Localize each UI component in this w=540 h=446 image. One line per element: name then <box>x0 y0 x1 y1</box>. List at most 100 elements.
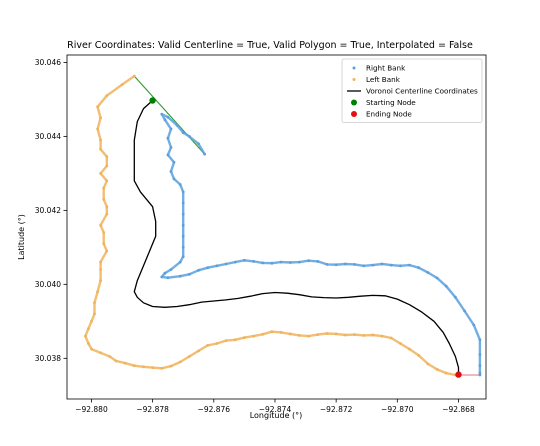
right-bank-point <box>197 268 200 272</box>
left-bank-point <box>102 242 106 246</box>
x-tick-label: −92.870 <box>381 405 414 414</box>
legend: Right Bank Left Bank Voronoi Centerline Co… <box>341 58 483 123</box>
right-bank-point <box>478 338 482 342</box>
left-bank-point <box>132 364 136 368</box>
left-bank-point <box>99 116 102 120</box>
right-bank-point <box>325 263 329 266</box>
left-bank-point <box>169 364 173 368</box>
boundary-segments-line <box>133 75 206 155</box>
right-bank-point <box>169 170 173 173</box>
left-bank-point <box>102 186 106 190</box>
left-bank-point <box>96 290 99 294</box>
left-bank-point <box>142 365 145 369</box>
y-ticks: 30.038 30.040 30.042 30.044 30.046 <box>35 58 67 363</box>
left-bank-point <box>96 105 99 109</box>
chart-title: River Coordinates: Valid Centerline = Tr… <box>67 40 473 51</box>
x-axis-label: Longitude (°) <box>250 411 303 420</box>
right-bank-point <box>160 275 164 279</box>
left-bank-point <box>105 179 109 183</box>
left-bank-point <box>87 342 90 345</box>
right-bank-point <box>206 266 210 270</box>
left-bank-point <box>160 366 164 370</box>
plot-frame <box>66 54 487 400</box>
right-bank-point <box>169 146 173 149</box>
right-bank-point <box>187 272 191 276</box>
right-bank-point <box>307 259 310 263</box>
right-bank-point <box>166 276 170 280</box>
right-bank-point <box>252 260 256 263</box>
left-bank-point <box>105 94 109 98</box>
voronoi-centerline-coordinates-line <box>133 100 460 375</box>
right-bank-point <box>181 245 185 249</box>
left-bank-point <box>279 331 283 334</box>
x-tick-label: −92.880 <box>75 405 108 414</box>
right-bank-point <box>463 309 466 313</box>
right-bank-point <box>163 118 167 122</box>
left-bank-point <box>96 127 99 131</box>
right-bank-point <box>181 223 185 227</box>
right-bank-point <box>399 264 402 268</box>
right-bank-point <box>169 268 173 271</box>
x-ticks: −92.880 −92.878 −92.876 −92.874 −92.872 −92.8… <box>75 399 475 414</box>
left-bank-point <box>316 333 320 336</box>
left-bank-point <box>435 368 439 371</box>
right-bank-point <box>203 152 207 156</box>
left-bank-point <box>233 338 237 342</box>
left-bank-point <box>399 342 402 345</box>
left-bank-point <box>99 172 102 175</box>
right-bank-point <box>181 131 185 135</box>
left-bank-point <box>99 260 102 264</box>
right-bank-point <box>178 274 182 278</box>
right-bank-point <box>187 135 191 138</box>
legend-label-left-bank: Left Bank <box>366 75 401 84</box>
right-bank-point <box>362 264 366 268</box>
left-bank-point <box>99 268 102 271</box>
x-tick-label: −92.876 <box>198 405 231 414</box>
right-bank-point <box>426 271 430 274</box>
left-bank-point <box>105 249 109 253</box>
left-bank-point <box>105 212 109 216</box>
right-bank-point <box>478 353 482 356</box>
legend-swatch-right-bank <box>352 66 356 70</box>
left-bank-point <box>325 332 329 335</box>
data-layer <box>84 74 482 378</box>
left-bank-point <box>224 339 228 342</box>
y-tick-label: 30.038 <box>35 354 61 363</box>
right-bank-point <box>233 260 237 264</box>
left-bank-point <box>371 333 375 337</box>
right-bank-point <box>166 136 170 140</box>
right-bank-point <box>163 271 167 275</box>
right-bank-point <box>181 234 185 238</box>
left-bank-point <box>197 349 200 353</box>
right-bank-point <box>454 295 457 299</box>
y-tick-label: 30.044 <box>35 132 61 141</box>
left-bank-point <box>105 164 109 168</box>
y-tick-label: 30.040 <box>35 280 61 289</box>
left-bank-point <box>93 312 96 316</box>
left-bank-point <box>151 366 155 369</box>
left-bank-point <box>99 279 102 282</box>
left-bank-point <box>90 319 93 323</box>
right-bank-point <box>334 263 338 267</box>
right-bank-point <box>408 263 411 267</box>
right-bank-point <box>435 276 439 280</box>
right-bank-point <box>178 260 182 264</box>
right-bank-point <box>197 142 200 146</box>
left-bank-point <box>99 223 102 227</box>
left-bank-point <box>187 355 191 358</box>
left-bank-point <box>99 147 102 151</box>
right-bank-point <box>472 323 476 327</box>
right-bank-point <box>478 364 482 368</box>
left-bank-point <box>102 197 106 201</box>
right-bank-point <box>166 115 170 119</box>
starting-node-marker <box>149 97 156 104</box>
x-tick-label: −92.874 <box>259 405 292 414</box>
right-bank-point <box>417 266 421 270</box>
right-bank-point <box>172 160 176 164</box>
left-bank-point <box>288 332 292 336</box>
right-bank-point <box>288 261 292 264</box>
left-bank-point <box>243 336 246 339</box>
left-bank-point <box>353 333 356 336</box>
right-bank-point <box>175 123 179 127</box>
